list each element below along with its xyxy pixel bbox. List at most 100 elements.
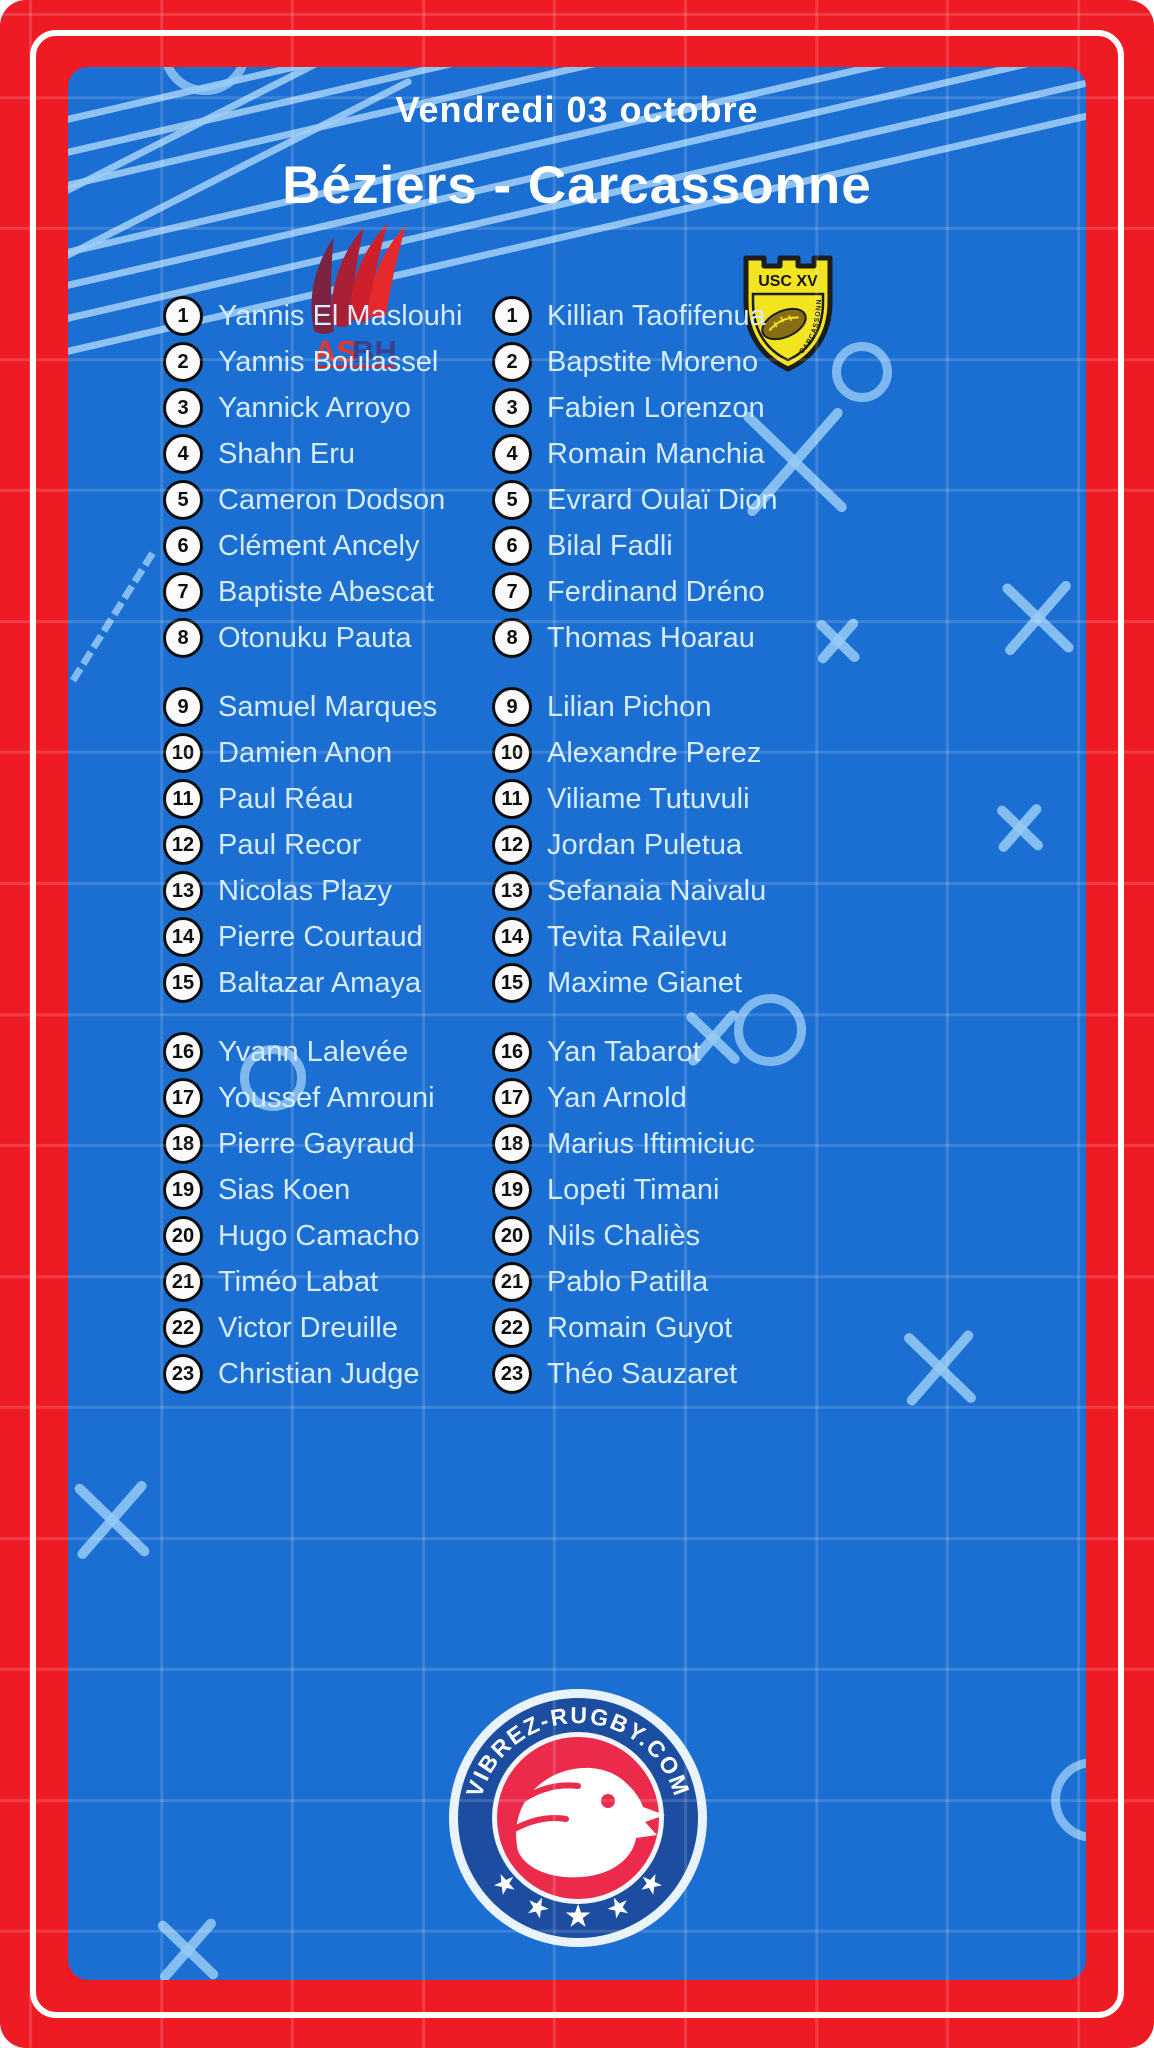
player-number-badge: 15 (163, 963, 203, 1003)
player-name: Lilian Pichon (547, 690, 712, 723)
o-mark-decoration (734, 994, 806, 1066)
player-row: 8 Thomas Hoarau (492, 615, 778, 661)
match-title: Béziers - Carcassonne (282, 156, 872, 215)
player-number-badge: 21 (163, 1262, 203, 1302)
home-team-logo: AS BH (300, 219, 410, 374)
player-row: 13 Sefanaia Naivalu (492, 868, 778, 914)
asbh-logo-icon: AS BH (311, 223, 406, 369)
x-mark-decoration (990, 570, 1085, 665)
x-mark-decoration (990, 798, 1050, 858)
player-number-badge: 23 (163, 1354, 203, 1394)
player-name: Yan Tabarot (547, 1035, 701, 1068)
player-number-badge: 18 (163, 1124, 203, 1164)
player-row: 16 Yan Tabarot (492, 1029, 778, 1075)
player-number-badge: 12 (163, 825, 203, 865)
x-mark-decoration (68, 1470, 162, 1570)
player-number-badge: 10 (163, 733, 203, 773)
player-row: 1 Yannis El Maslouhi (163, 293, 462, 339)
player-name: Baptiste Abescat (218, 575, 435, 608)
player-name: Théo Sauzaret (547, 1357, 738, 1390)
player-name: Shahn Eru (218, 437, 356, 470)
x-mark-decoration (148, 1910, 228, 1980)
player-number-badge: 16 (492, 1032, 532, 1072)
player-number-badge: 2 (492, 342, 532, 382)
player-number-badge: 19 (163, 1170, 203, 1210)
player-name: Nils Chaliès (547, 1219, 701, 1252)
player-name: Otonuku Pauta (218, 621, 412, 654)
player-name: Yannis Boulassel (218, 345, 439, 378)
player-number-badge: 10 (492, 733, 532, 773)
player-number-badge: 7 (492, 572, 532, 612)
player-row: 10 Damien Anon (163, 730, 462, 776)
player-name: Baltazar Amaya (218, 966, 422, 999)
player-name: Tevita Railevu (547, 920, 728, 953)
player-number-badge: 5 (163, 480, 203, 520)
player-number-badge: 3 (163, 388, 203, 428)
player-name: Pierre Courtaud (218, 920, 423, 953)
dashed-route-line (70, 551, 156, 683)
player-number-badge: 13 (492, 871, 532, 911)
player-name: Christian Judge (218, 1357, 420, 1390)
player-row: 19 Sias Koen (163, 1167, 462, 1213)
player-number-badge: 22 (163, 1308, 203, 1348)
player-row: 1 Killian Taofifenua (492, 293, 778, 339)
home-lineup-list: 1 Yannis El Maslouhi 2 Yannis Boulassel … (163, 293, 462, 1397)
player-row: 10 Alexandre Perez (492, 730, 778, 776)
player-number-badge: 3 (492, 388, 532, 428)
player-number-badge: 17 (492, 1078, 532, 1118)
player-row: 12 Paul Recor (163, 822, 462, 868)
player-row: 7 Baptiste Abescat (163, 569, 462, 615)
player-name: Fabien Lorenzon (547, 391, 765, 424)
player-name: Sias Koen (218, 1173, 351, 1206)
player-row: 21 Pablo Patilla (492, 1259, 778, 1305)
player-row: 9 Samuel Marques (163, 684, 462, 730)
o-mark-decoration (240, 1045, 306, 1111)
player-number-badge: 2 (163, 342, 203, 382)
player-row: 15 Baltazar Amaya (163, 960, 462, 1006)
player-number-badge: 4 (163, 434, 203, 474)
player-number-badge: 9 (163, 687, 203, 727)
usc-xv-shield-icon: USC XV CARCASSONNE (739, 245, 833, 372)
player-number-badge: 20 (163, 1216, 203, 1256)
player-row: 18 Pierre Gayraud (163, 1121, 462, 1167)
vibrez-rugby-badge: VIBREZ-RUGBY.COM ★ ★ ★ ★ ★ (448, 1688, 708, 1948)
svg-text:BH: BH (352, 334, 397, 369)
player-row: 14 Tevita Railevu (492, 914, 778, 960)
player-row: 14 Pierre Courtaud (163, 914, 462, 960)
x-mark-decoration (810, 613, 866, 669)
player-number-badge: 7 (163, 572, 203, 612)
x-mark-decoration (892, 1320, 988, 1416)
player-row: 17 Youssef Amrouni (163, 1075, 462, 1121)
player-name: Evrard Oulaï Dion (547, 483, 778, 516)
player-name: Samuel Marques (218, 690, 438, 723)
o-mark-decoration (832, 342, 892, 402)
player-row: 23 Christian Judge (163, 1351, 462, 1397)
player-row: 11 Viliame Tutuvuli (492, 776, 778, 822)
player-row: 6 Bilal Fadli (492, 523, 778, 569)
player-number-badge: 4 (492, 434, 532, 474)
player-row: 22 Victor Dreuille (163, 1305, 462, 1351)
player-number-badge: 1 (492, 296, 532, 336)
player-name: Jordan Puletua (547, 828, 743, 861)
o-mark-decoration (1051, 1758, 1086, 1842)
svg-text:USC XV: USC XV (758, 273, 818, 290)
player-name: Bilal Fadli (547, 529, 673, 562)
away-team-logo: USC XV CARCASSONNE (739, 245, 834, 381)
player-name: Romain Guyot (547, 1311, 733, 1344)
player-row: 18 Marius Iftimiciuc (492, 1121, 778, 1167)
player-number-badge: 14 (492, 917, 532, 957)
player-name: Pablo Patilla (547, 1265, 709, 1298)
player-name: Viliame Tutuvuli (547, 782, 750, 815)
player-row: 23 Théo Sauzaret (492, 1351, 778, 1397)
player-row: 9 Lilian Pichon (492, 684, 778, 730)
player-row: 13 Nicolas Plazy (163, 868, 462, 914)
player-row: 4 Romain Manchia (492, 431, 778, 477)
tactics-board: Vendredi 03 octobre Béziers - Carcassonn… (68, 67, 1086, 1980)
away-lineup-list: 1 Killian Taofifenua 2 Bapstite Moreno 3… (492, 293, 778, 1397)
player-number-badge: 19 (492, 1170, 532, 1210)
player-number-badge: 16 (163, 1032, 203, 1072)
player-name: Thomas Hoarau (547, 621, 755, 654)
player-name: Marius Iftimiciuc (547, 1127, 755, 1160)
player-name: Yan Arnold (547, 1081, 687, 1114)
